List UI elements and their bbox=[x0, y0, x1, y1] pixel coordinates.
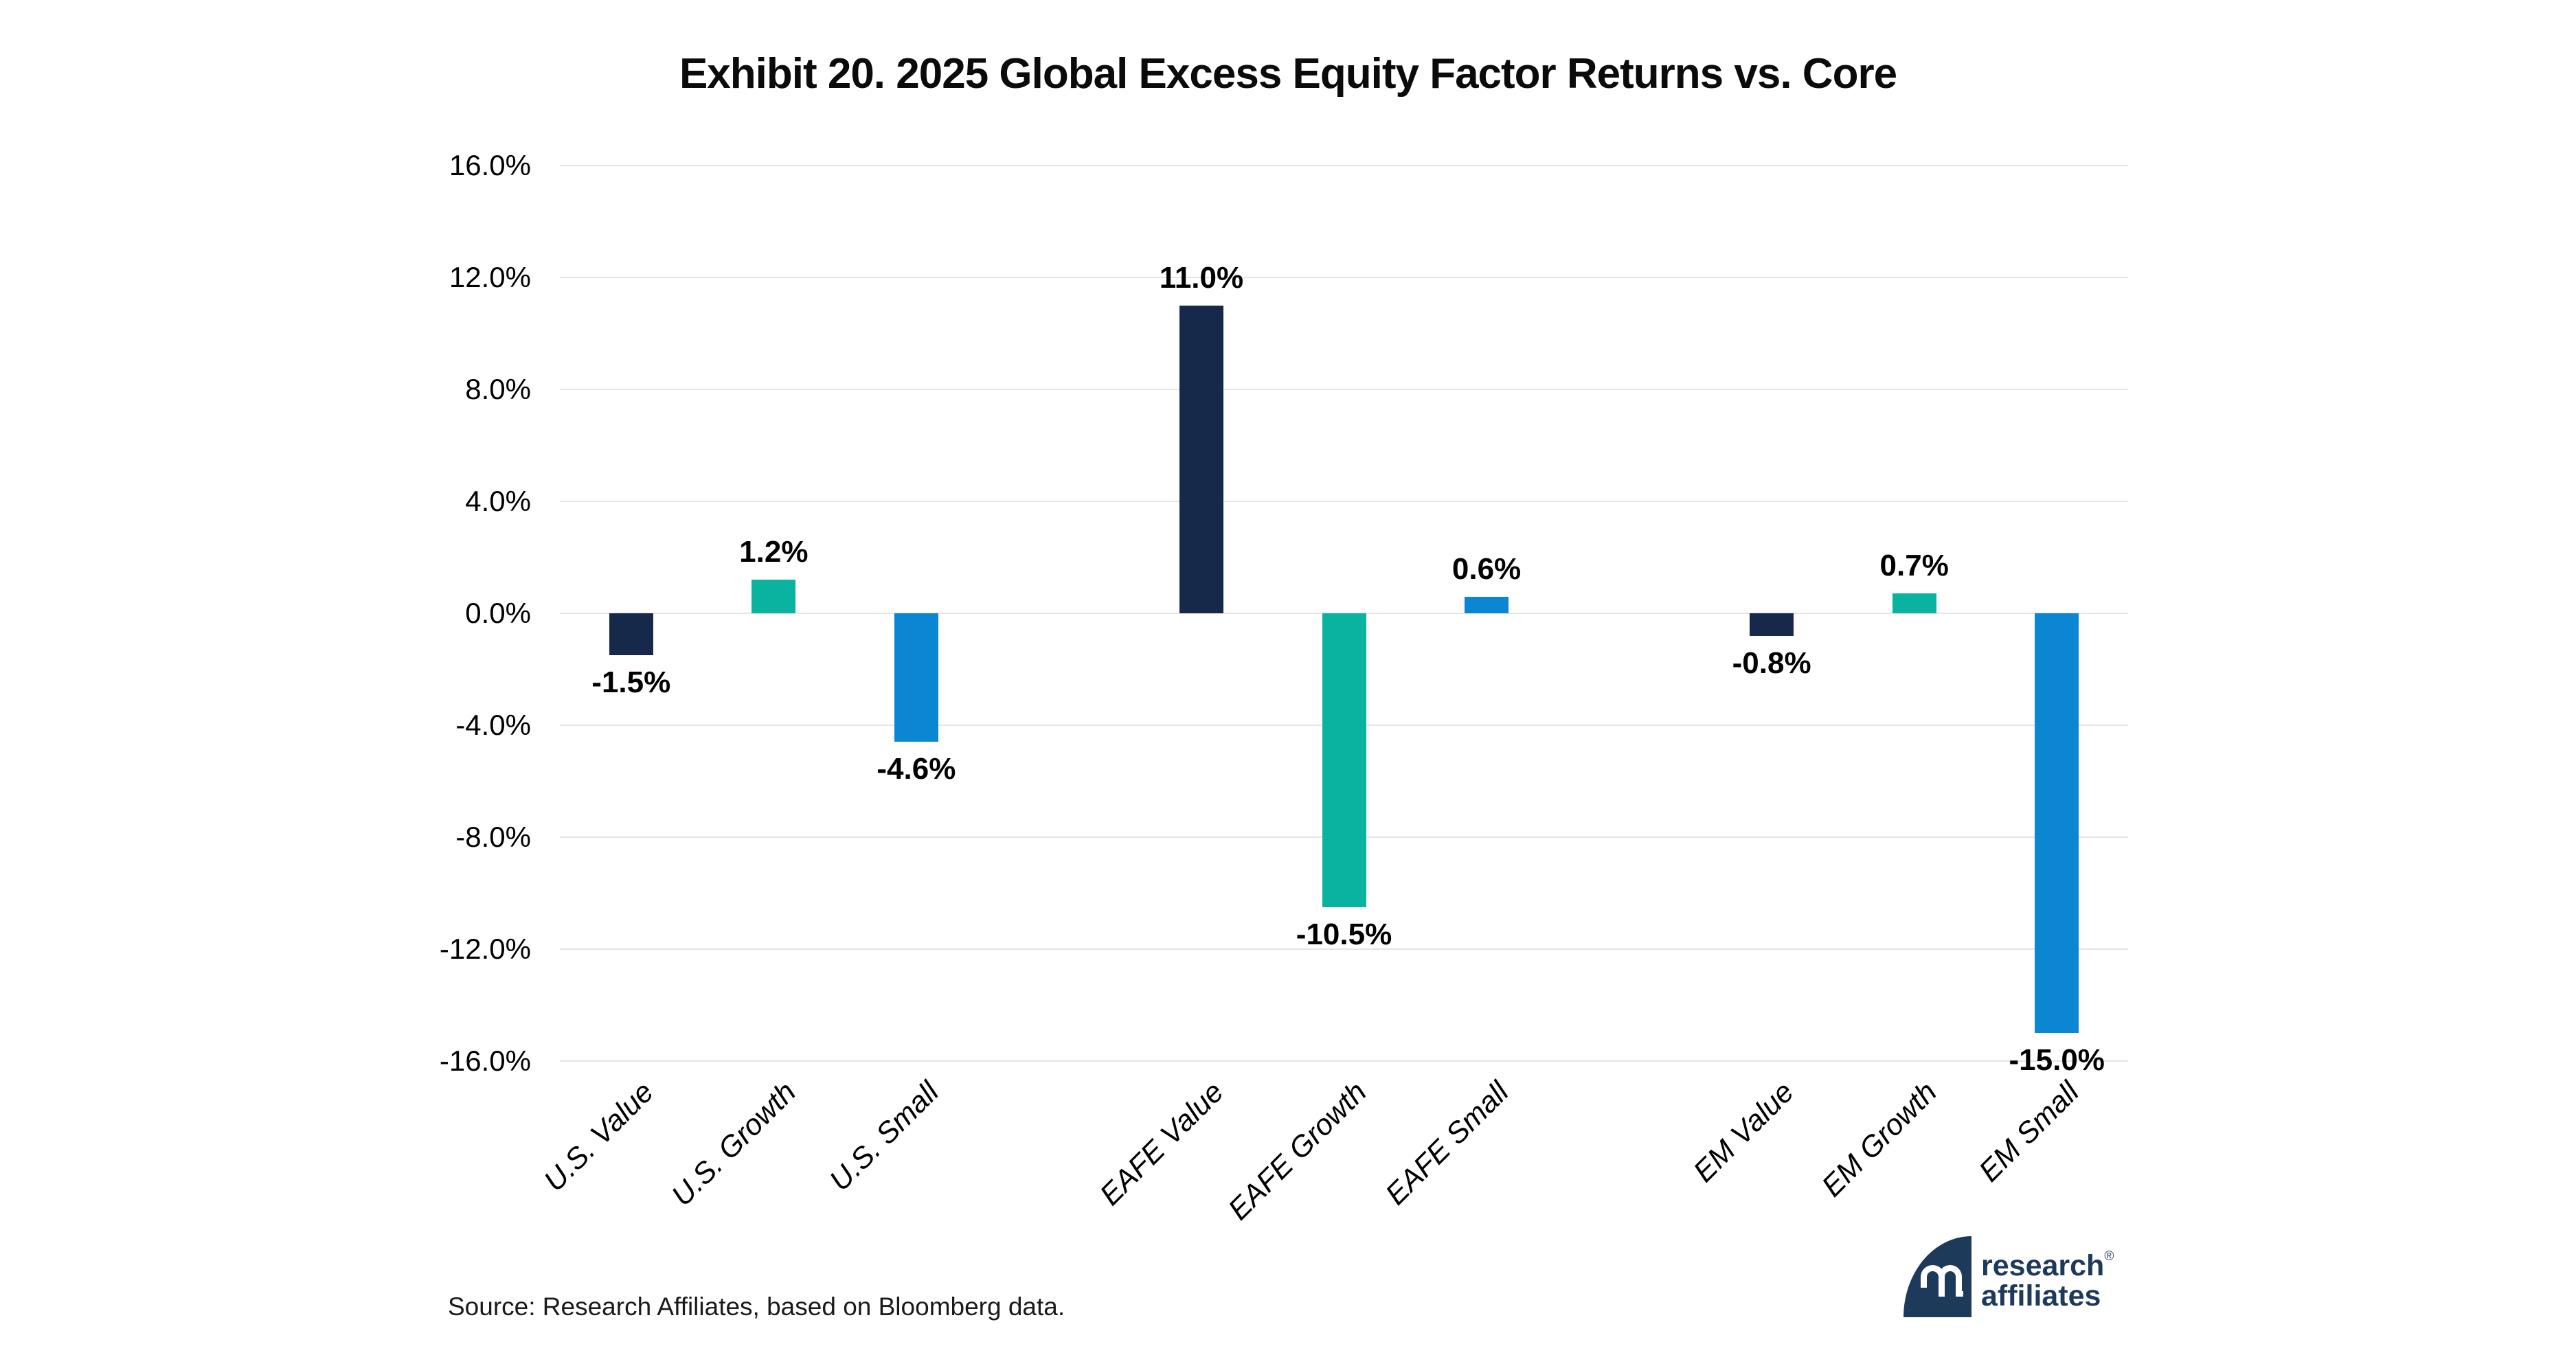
ra-monogram-icon bbox=[1921, 1265, 1963, 1297]
bar-value-label: -15.0% bbox=[2009, 1043, 2105, 1078]
y-axis-tick-label: 12.0% bbox=[449, 261, 531, 293]
gridline bbox=[560, 277, 2128, 278]
bar-u-s-small bbox=[894, 613, 938, 742]
y-axis-tick-label: 4.0% bbox=[465, 485, 531, 517]
bar-value-label: 0.6% bbox=[1451, 551, 1522, 586]
source-note: Source: Research Affiliates, based on Bl… bbox=[448, 1293, 1065, 1321]
logo-line1: research® bbox=[1981, 1249, 2114, 1282]
bar-em-small bbox=[2035, 613, 2079, 1034]
y-axis-tick-label: -8.0% bbox=[455, 821, 531, 853]
ra-logo-mark-icon bbox=[1903, 1236, 1971, 1317]
gridline bbox=[560, 501, 2128, 502]
gridline bbox=[560, 165, 2128, 166]
bar-eafe-small bbox=[1465, 596, 1509, 613]
bar-value-label: 11.0% bbox=[1159, 260, 1244, 295]
bar-u-s-value bbox=[609, 613, 653, 656]
bar-eafe-value bbox=[1179, 305, 1223, 613]
logo-wordmark: research® affiliates bbox=[1981, 1242, 2114, 1311]
y-axis-tick-label: -4.0% bbox=[455, 709, 531, 741]
bar-value-label: -0.8% bbox=[1732, 646, 1811, 680]
y-axis-tick-label: 0.0% bbox=[465, 597, 531, 629]
y-axis-tick-label: -16.0% bbox=[439, 1045, 531, 1077]
gridline bbox=[560, 1060, 2128, 1062]
bar-value-label: 1.2% bbox=[739, 535, 809, 569]
research-affiliates-logo: research® affiliates bbox=[1903, 1236, 2114, 1317]
chart-title: Exhibit 20. 2025 Global Excess Equity Fa… bbox=[679, 50, 1897, 98]
gridline bbox=[560, 389, 2128, 390]
y-axis-tick-label: 16.0% bbox=[449, 149, 531, 181]
gridline bbox=[560, 948, 2128, 950]
bar-value-label: -10.5% bbox=[1296, 917, 1392, 951]
bar-em-value bbox=[1750, 613, 1794, 636]
logo-line2: affiliates bbox=[1981, 1279, 2101, 1312]
bar-eafe-growth bbox=[1322, 613, 1366, 907]
bar-value-label: -1.5% bbox=[591, 665, 671, 700]
bar-value-label: -4.6% bbox=[877, 752, 956, 786]
y-axis-tick-label: -12.0% bbox=[439, 933, 531, 965]
bar-u-s-growth bbox=[752, 580, 796, 613]
bar-em-growth bbox=[1892, 593, 1936, 613]
registered-mark: ® bbox=[2104, 1249, 2114, 1264]
y-axis-tick-label: 8.0% bbox=[465, 373, 531, 405]
bar-value-label: 0.7% bbox=[1879, 549, 1949, 583]
